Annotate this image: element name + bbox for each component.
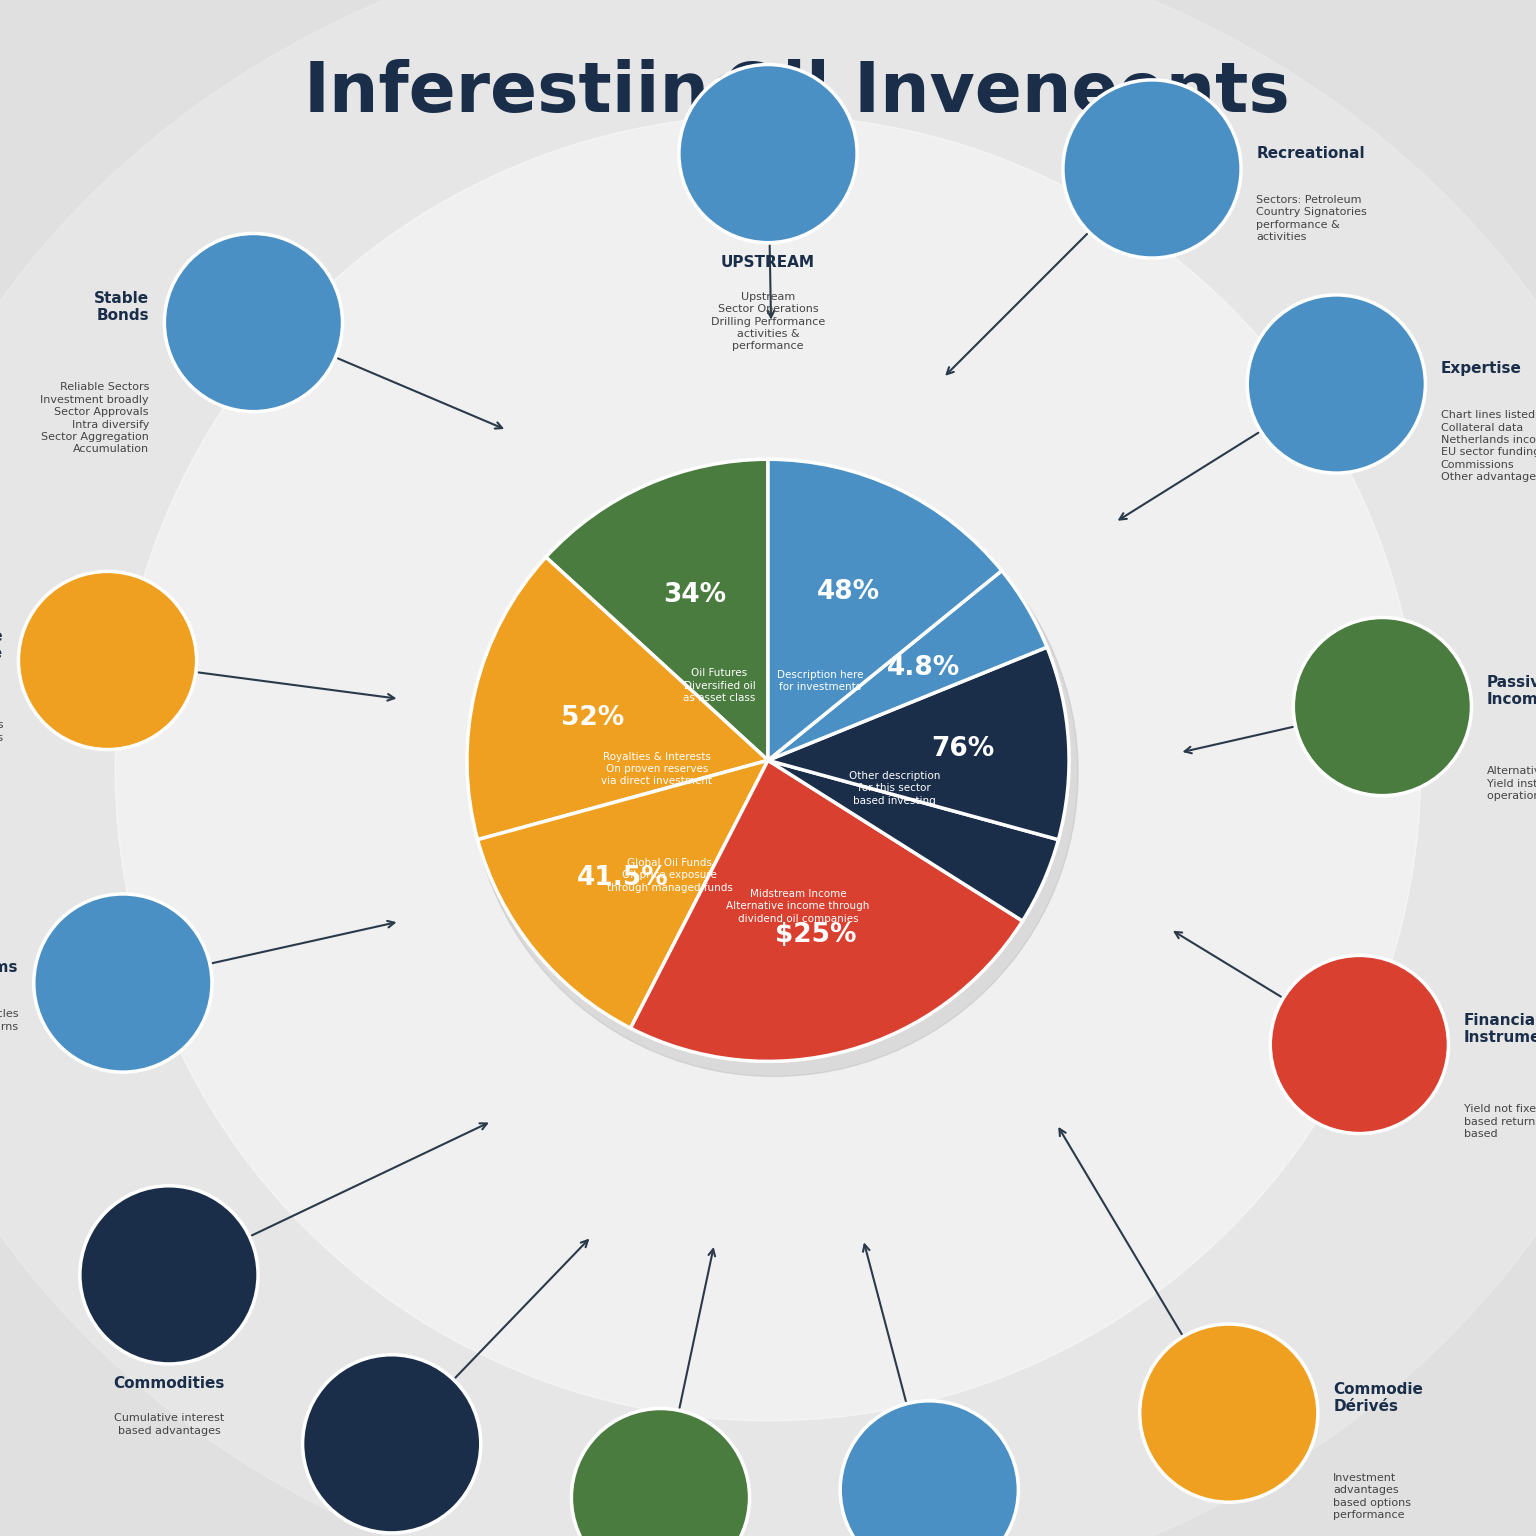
Polygon shape [117,671,123,685]
Polygon shape [1204,1385,1253,1410]
Text: Commodities: Commodities [114,1376,224,1392]
Circle shape [470,468,1078,1077]
Wedge shape [631,760,1023,1061]
Text: 4.8%: 4.8% [886,656,960,682]
Polygon shape [163,1283,175,1299]
Text: Commodie
Dérivés: Commodie Dérivés [1333,1381,1424,1415]
Polygon shape [654,1505,667,1522]
Polygon shape [178,1286,184,1299]
Polygon shape [98,955,147,980]
Polygon shape [1146,181,1150,194]
Polygon shape [401,1455,407,1468]
Polygon shape [1367,717,1373,731]
Polygon shape [1230,1425,1235,1438]
Polygon shape [108,994,114,1008]
Polygon shape [938,1501,945,1514]
Polygon shape [163,1287,167,1299]
Text: 52%: 52% [561,705,624,731]
Polygon shape [931,1502,935,1514]
Polygon shape [393,1456,398,1468]
Polygon shape [89,657,126,685]
Polygon shape [151,1272,187,1299]
Polygon shape [101,673,106,685]
Text: 34%: 34% [664,582,727,608]
Polygon shape [109,673,114,685]
Polygon shape [762,161,774,178]
Polygon shape [235,319,272,347]
Polygon shape [1161,180,1167,194]
Polygon shape [83,633,132,657]
Text: Cumulative interest
based advantages: Cumulative interest based advantages [114,1413,224,1436]
Text: 41.5%: 41.5% [578,865,670,891]
Text: Oil Futures
Diversified oil
as asset class: Oil Futures Diversified oil as asset cla… [684,668,756,703]
Polygon shape [1353,1057,1358,1069]
Text: Streams: Streams [0,960,18,975]
Polygon shape [1344,1055,1350,1069]
Polygon shape [170,1287,175,1299]
Text: Reliable Sectors
Investment broadly
Sector Approvals
Intra diversify
Sector Aggr: Reliable Sectors Investment broadly Sect… [40,382,149,455]
Polygon shape [1223,1425,1227,1438]
Text: Passive
Income: Passive Income [1487,674,1536,708]
Text: Sectors: Petroleum
Country Signatories
performance &
activities: Sectors: Petroleum Country Signatories p… [1256,195,1367,243]
Polygon shape [124,995,129,1008]
Polygon shape [654,1510,659,1522]
Wedge shape [768,760,1058,922]
Polygon shape [132,994,138,1008]
Polygon shape [373,1441,410,1468]
Text: Description here
for investments: Description here for investments [777,670,863,693]
Wedge shape [478,760,768,1028]
Text: Expertise: Expertise [1441,361,1522,376]
Polygon shape [386,1456,390,1468]
Polygon shape [1137,180,1143,194]
Text: Oil yield vehicles
steady returns: Oil yield vehicles steady returns [0,720,3,743]
Polygon shape [92,671,98,685]
Polygon shape [777,164,783,178]
Polygon shape [1361,1057,1366,1069]
Text: Midstream Income
Alternative income through
dividend oil companies: Midstream Income Alternative income thro… [727,889,869,923]
Polygon shape [645,1508,651,1522]
Text: Passive
Income: Passive Income [0,628,3,662]
Polygon shape [914,1501,920,1514]
Polygon shape [911,1487,948,1514]
Polygon shape [247,335,252,347]
Polygon shape [101,668,114,685]
Text: Stable
Bonds: Stable Bonds [94,290,149,324]
Text: Financial
Instruments: Financial Instruments [1464,1012,1536,1046]
Text: 76%: 76% [932,736,995,762]
Polygon shape [1318,381,1355,409]
Polygon shape [1210,1410,1247,1438]
Polygon shape [386,1452,398,1468]
Text: Investment
advantages
based options
performance: Investment advantages based options perf… [1333,1473,1412,1521]
Polygon shape [154,1286,160,1299]
Polygon shape [1146,177,1158,194]
Polygon shape [1353,1052,1366,1069]
Polygon shape [905,1462,954,1487]
Polygon shape [1369,1055,1375,1069]
Polygon shape [923,1502,928,1514]
Polygon shape [1330,392,1342,409]
Polygon shape [670,1508,676,1522]
Polygon shape [642,1495,679,1522]
Text: Chart lines listed
Collateral data
Netherlands income
EU sector funding
Commissi: Chart lines listed Collateral data Nethe… [1441,410,1536,482]
Polygon shape [662,1510,667,1522]
Text: Other description
for this sector
based investing: Other description for this sector based … [848,771,940,806]
Text: Royalties & Interests
On proven reserves
via direct investment: Royalties & Interests On proven reserves… [601,751,713,786]
Polygon shape [144,1247,194,1272]
Polygon shape [762,166,766,178]
Wedge shape [768,647,1069,840]
Polygon shape [1238,1424,1244,1438]
Polygon shape [1134,166,1170,194]
Polygon shape [376,1455,382,1468]
Text: Yield not fixed
based returns
based: Yield not fixed based returns based [1464,1104,1536,1140]
Polygon shape [1154,181,1158,194]
Polygon shape [750,151,786,178]
Polygon shape [238,333,244,347]
Wedge shape [768,571,1048,760]
Text: $25%: $25% [774,922,857,948]
Text: UPSTREAM: UPSTREAM [720,255,816,270]
Polygon shape [1376,719,1381,731]
Polygon shape [923,1498,935,1514]
Polygon shape [1321,395,1327,409]
Polygon shape [1392,717,1398,731]
